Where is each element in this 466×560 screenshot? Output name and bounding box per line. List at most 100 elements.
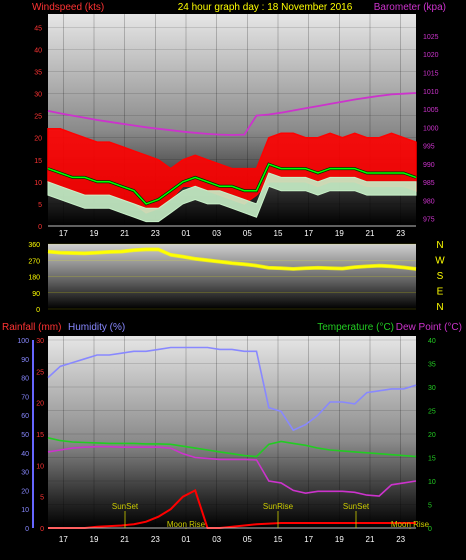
barometer-tick: 995 <box>423 144 435 151</box>
windspeed-tick: 30 <box>34 92 42 99</box>
windspeed-tick: 35 <box>34 69 42 76</box>
time-tick-label: 23 <box>396 535 405 544</box>
humidity-axis-label: Humidity (%) <box>68 322 125 333</box>
direction-panel-series <box>47 247 417 271</box>
humidity-tick: 100 <box>17 338 29 345</box>
direction-tick: 180 <box>28 275 40 282</box>
rainfall-tick: 30 <box>36 338 44 345</box>
time-tick-label: 17 <box>59 535 68 544</box>
time-tick-label: 05 <box>243 229 252 238</box>
barometer-tick: 1010 <box>423 89 439 96</box>
temperature-line <box>47 437 417 458</box>
temperature-ticks: 0 5 10 15 20 25 30 35 40 <box>428 338 436 533</box>
windspeed-tick: 45 <box>34 25 42 32</box>
windspeed-tick: 15 <box>34 158 42 165</box>
sun-moon-events: SunSet Moon Rise SunRise SunSet Moon Rise <box>112 502 430 529</box>
time-tick-label: 05 <box>243 535 252 544</box>
time-tick-label: 17 <box>304 535 313 544</box>
barometer-axis-label: Barometer (kpa) <box>374 2 446 13</box>
direction-panel-grid <box>48 243 416 310</box>
temperature-tick: 5 <box>428 503 432 510</box>
temp-panel-time-ticks: 17 19 21 23 01 03 05 15 17 19 21 23 <box>59 535 406 544</box>
barometer-tick: 1025 <box>423 34 439 41</box>
time-tick-label: 19 <box>90 229 99 238</box>
time-tick-label: 23 <box>396 229 405 238</box>
time-tick-label: 19 <box>335 229 344 238</box>
time-tick-label: 01 <box>182 229 191 238</box>
direction-degree-ticks: 0 90 180 270 360 <box>28 242 40 314</box>
humidity-tick: 0 <box>25 526 29 533</box>
wind-minimum-band <box>47 172 417 223</box>
dewpoint-line <box>47 445 417 497</box>
temperature-tick: 20 <box>428 432 436 439</box>
time-tick-label: 15 <box>274 535 283 544</box>
time-tick-label: 21 <box>120 229 129 238</box>
time-tick-label: 21 <box>366 229 375 238</box>
direction-tick: 360 <box>28 242 40 249</box>
direction-tick: 90 <box>32 291 40 298</box>
barometer-tick: 1015 <box>423 70 439 77</box>
dewpoint-axis-label: Dew Point (°C) <box>396 322 462 333</box>
barometer-tick: 985 <box>423 180 435 187</box>
temperature-axis-label: Temperature (°C) <box>317 322 394 333</box>
time-tick-label: 19 <box>90 535 99 544</box>
time-tick-label: 01 <box>182 535 191 544</box>
humidity-ticks: 0 10 20 30 40 50 60 70 80 90 100 <box>17 338 29 533</box>
wind-panel-time-ticks: 17 19 21 23 01 03 05 15 17 19 21 23 <box>59 229 406 238</box>
humidity-tick: 80 <box>21 376 29 383</box>
humidity-tick: 70 <box>21 394 29 401</box>
direction-tick: 0 <box>36 307 40 314</box>
wind-direction-upper <box>47 247 417 269</box>
humidity-tick: 90 <box>21 357 29 364</box>
barometer-tick: 1005 <box>423 107 439 114</box>
wind-direction-line <box>47 248 417 271</box>
rainfall-tick: 0 <box>40 526 44 533</box>
temperature-tick: 35 <box>428 362 436 369</box>
windspeed-tick: 5 <box>38 202 42 209</box>
humidity-tick: 30 <box>21 470 29 477</box>
event-label: Moon Rise <box>167 520 206 529</box>
windspeed-tick: 10 <box>34 180 42 187</box>
humidity-tick: 60 <box>21 413 29 420</box>
rainfall-tick: 10 <box>36 463 44 470</box>
windspeed-tick: 40 <box>34 47 42 54</box>
barometer-ticks: 975 980 985 990 995 1000 1005 1010 1015 1020 1025 <box>423 34 439 224</box>
time-tick-label: 23 <box>151 535 160 544</box>
chart-title: 24 hour graph day : 18 November 2016 <box>178 2 353 13</box>
time-tick-label: 03 <box>212 229 221 238</box>
temp-panel-series <box>47 346 417 529</box>
rainfall-ticks: 0 5 10 15 20 25 30 <box>36 338 44 533</box>
barometer-tick: 975 <box>423 217 435 224</box>
windspeed-axis-label: Windspeed (kts) <box>32 2 104 13</box>
rainfall-line <box>48 488 416 529</box>
direction-tick: 270 <box>28 258 40 265</box>
wind-direction-lower <box>47 250 417 271</box>
windspeed-tick: 25 <box>34 114 42 121</box>
rainfall-axis-label: Rainfall (mm) <box>2 322 61 333</box>
humidity-tick: 10 <box>21 507 29 514</box>
windspeed-ticks: 0 5 10 15 20 25 30 35 40 45 <box>34 25 42 231</box>
windspeed-tick: 20 <box>34 136 42 143</box>
time-tick-label: 17 <box>59 229 68 238</box>
temp-panel-background <box>48 336 416 528</box>
wind-average-line <box>47 163 417 205</box>
temperature-tick: 10 <box>428 479 436 486</box>
barometer-line <box>47 92 417 136</box>
windspeed-tick: 0 <box>38 224 42 231</box>
temperature-tick: 40 <box>428 338 436 345</box>
compass-label: W <box>435 256 445 267</box>
event-label: SunSet <box>112 502 139 511</box>
time-tick-label: 21 <box>366 535 375 544</box>
event-label: Moon Rise <box>391 520 430 529</box>
rainfall-tick: 20 <box>36 401 44 408</box>
compass-label: S <box>437 271 444 282</box>
barometer-tick: 1020 <box>423 52 439 59</box>
humidity-tick: 40 <box>21 451 29 458</box>
rainfall-tick: 15 <box>36 432 44 439</box>
direction-panel-background <box>48 244 416 309</box>
humidity-tick: 20 <box>21 488 29 495</box>
temperature-tick: 30 <box>428 385 436 392</box>
